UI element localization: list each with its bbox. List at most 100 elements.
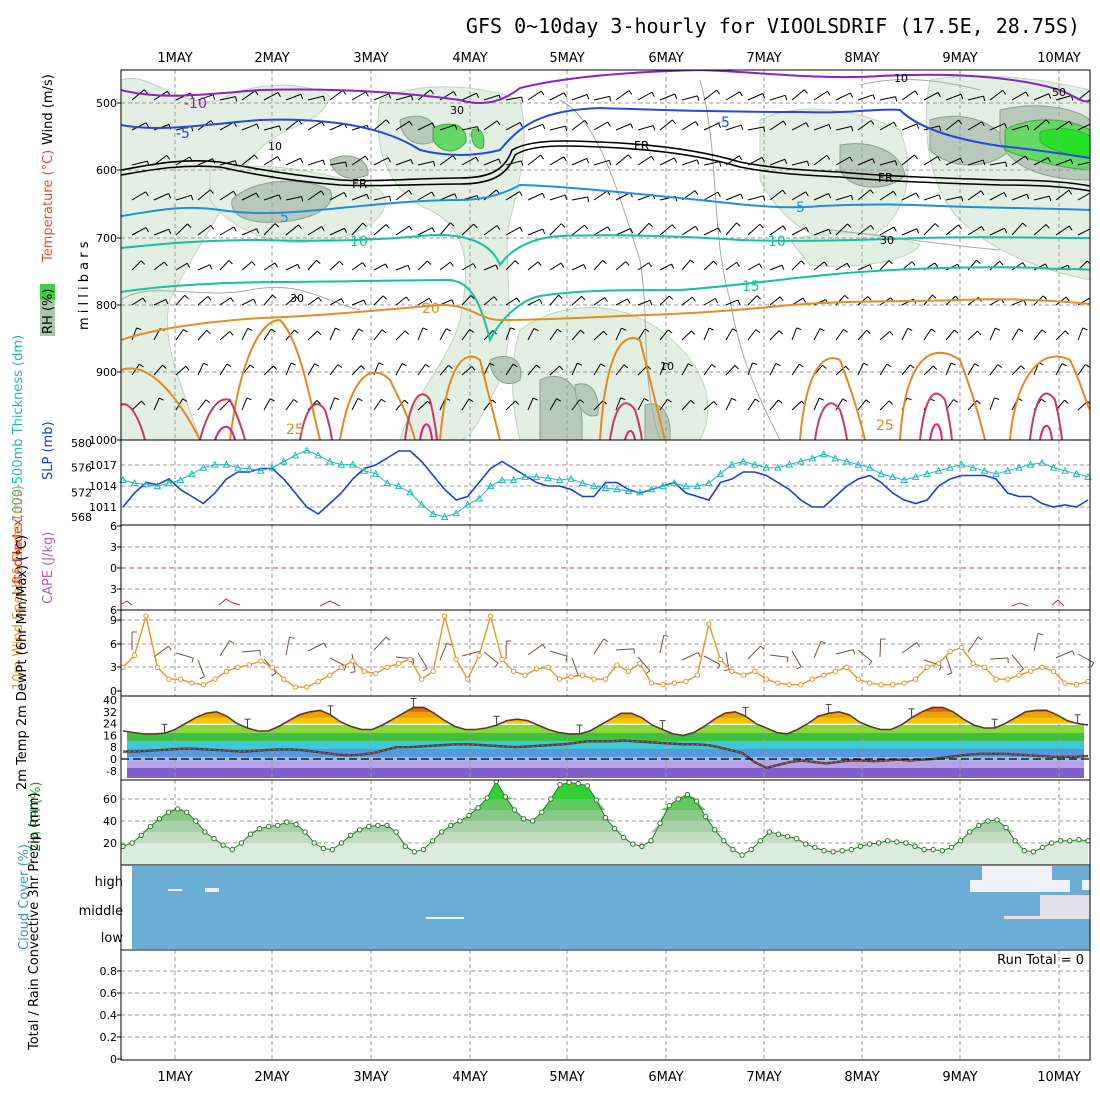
wind-barb-staff: [461, 92, 477, 101]
rh-point: [575, 780, 581, 787]
rh-point: [875, 840, 882, 846]
wind-barb-staff: [923, 125, 940, 131]
wind-barb-staff: [659, 362, 666, 376]
wind-barb-flag: [696, 159, 700, 165]
rh-point: [903, 840, 909, 846]
contour-label: -10: [184, 96, 207, 112]
date-label: 2MAY: [254, 1070, 289, 1085]
wind-barb-flag: [1020, 365, 1025, 370]
wind-barb-staff: [857, 399, 867, 411]
wind-barb-staff: [659, 93, 676, 101]
rh-point: [502, 794, 509, 800]
cloud-gap: [1004, 916, 1090, 919]
wind-barb-flag: [718, 123, 722, 128]
wind-barb-flag: [888, 260, 893, 265]
wind-barb-flag: [512, 363, 518, 368]
wind-barb-flag: [939, 665, 942, 671]
thickness-point: [199, 463, 208, 471]
cloud-tick-label: middle: [79, 904, 123, 919]
wind-barb-staff: [461, 126, 478, 131]
wind-barb-flag: [851, 126, 854, 132]
wind-barb-flag: [695, 121, 699, 127]
wind-barb-staff: [153, 193, 169, 201]
temp-band: [127, 725, 1084, 733]
slp-axis-label: SLP (mb): [41, 421, 56, 480]
rh-contour-line: [699, 79, 781, 440]
rh-point: [957, 838, 964, 844]
wind-barb-staff: [835, 329, 844, 341]
wind-barb-staff: [835, 649, 854, 655]
li-spike: [218, 598, 241, 606]
wind-barb-flag: [805, 227, 809, 233]
wind-barb-flag: [454, 193, 458, 199]
wind-speed-point: [579, 672, 586, 678]
wind-barb-staff: [395, 95, 412, 101]
y-tick-label: 3: [110, 583, 117, 596]
thickness-axis-label: 1000-500mb Thickness (dm): [11, 335, 26, 522]
wind-barb-flag: [533, 327, 539, 332]
wind-barb-staff: [813, 124, 830, 131]
cloud-tick-label: high: [95, 875, 123, 890]
wind-barb-flag: [510, 327, 516, 330]
rh-point: [648, 838, 654, 844]
wind-barb-flag: [425, 363, 430, 368]
wind-barb-flag: [1005, 161, 1008, 167]
wind-barb-flag: [256, 123, 260, 129]
wind-barb-staff: [197, 189, 211, 201]
wind-barb-flag: [475, 157, 479, 162]
contour-label: -5: [716, 115, 730, 131]
wind-barb-flag: [542, 124, 546, 130]
temp-band: [127, 762, 1084, 768]
rh-point: [1012, 838, 1018, 844]
wind-barb-flag: [604, 297, 608, 302]
wind-barb-staff: [285, 196, 302, 201]
wind-barb-flag: [256, 228, 260, 234]
rh-point: [894, 839, 900, 845]
thickness-point: [659, 482, 667, 490]
wind-barb-staff: [549, 328, 558, 341]
rh-point: [702, 813, 709, 820]
rh-point: [529, 818, 536, 824]
wind-barb-staff: [901, 90, 916, 101]
wind-barb-flag: [752, 362, 758, 365]
wind-barb-staff: [351, 398, 359, 411]
wind-barb-flag: [690, 259, 695, 264]
contour-label: -5: [176, 126, 190, 142]
rh-point: [539, 809, 545, 815]
wind-barb-staff: [769, 120, 784, 131]
wind-barb-staff: [373, 329, 383, 341]
wind-barb-flag: [1004, 228, 1008, 233]
wind-barb-flag: [408, 121, 413, 126]
wind-speed-point: [223, 668, 230, 674]
thickness-point: [831, 454, 840, 462]
wind-barb-staff: [461, 329, 471, 341]
thickness-tick-label: 576: [71, 462, 92, 475]
wind-barb-flag: [803, 89, 808, 94]
wind-barb-flag: [937, 156, 941, 162]
li-spike: [1051, 599, 1065, 607]
slp-y-axis: 580 576 572 568 1017 1014 1011: [71, 437, 117, 524]
wind-barb-flag: [807, 161, 810, 167]
wind-barb-flag: [1092, 192, 1095, 196]
rh-point: [438, 829, 445, 835]
rh-point: [821, 848, 827, 854]
wind-barb-staff: [131, 191, 146, 201]
wind-barb-flag: [1071, 650, 1075, 656]
wind-barb-flag: [784, 95, 788, 101]
wind-barb-staff: [329, 657, 347, 667]
wind-barb-staff: [747, 362, 753, 376]
wind-barb-flag: [674, 93, 678, 99]
wind-barb-flag: [694, 190, 699, 195]
thickness-point: [1015, 463, 1023, 471]
wind-barb-staff: [153, 228, 170, 236]
contour-labels: -10 -5 -5 FR FR FR 5 5 10 10 15 20 25 25…: [176, 72, 1066, 438]
wind-barb-flag: [869, 189, 874, 194]
wind-barb-flag: [736, 222, 741, 227]
wind-barb-staff: [351, 155, 366, 166]
thickness-point: [153, 482, 162, 490]
wind-speed-point: [166, 676, 172, 682]
thickness-point: [130, 479, 139, 487]
slp-tick-label: 1011: [89, 501, 117, 514]
wind-barb-flag: [796, 666, 802, 670]
wind-barb-flag: [668, 295, 674, 300]
